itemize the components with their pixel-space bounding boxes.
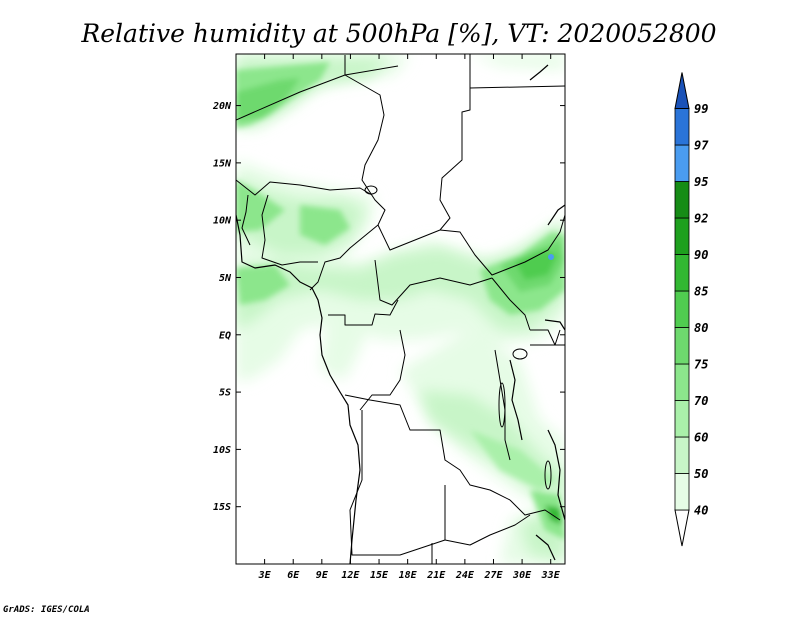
coastline xyxy=(236,64,565,564)
country-borders xyxy=(236,54,565,564)
longitude-axis: 3E 6E 9E 12E 15E 18E 21E 24E 27E 30E 33E xyxy=(258,54,561,581)
lakes xyxy=(364,185,552,490)
colorbar-level-label: 75 xyxy=(694,358,708,372)
map-panel: 20N 15N 10N 5N EQ 5S 10S 15S 3E 6E 9E 12E 15E 18E 21E… xyxy=(212,53,566,581)
colorbar: 40 50 60 70 75 80 85 90 92 95 97 99 xyxy=(674,72,709,547)
humidity-max-spot xyxy=(548,254,554,260)
chart-title: Relative humidity at 500hPa [%], VT: 202… xyxy=(80,19,716,48)
colorbar-swatch xyxy=(674,436,690,474)
colorbar-level-label: 99 xyxy=(694,102,708,116)
colorbar-level-label: 97 xyxy=(694,139,709,153)
lat-tick-label: 10N xyxy=(213,216,232,227)
lat-tick-label: 20N xyxy=(212,101,232,112)
colorbar-upper-arrow xyxy=(674,72,690,109)
lon-tick-label: 33E xyxy=(541,570,561,581)
colorbar-level-label: 85 xyxy=(694,285,708,299)
colorbar-level-label: 60 xyxy=(694,431,708,445)
colorbar-level-label: 70 xyxy=(694,394,708,408)
colorbar-level-label: 90 xyxy=(694,248,708,262)
colorbar-level-label: 50 xyxy=(694,467,708,481)
lake-chad xyxy=(364,185,378,195)
lat-tick-label: EQ xyxy=(219,330,231,341)
latitude-axis: 20N 15N 10N 5N EQ 5S 10S 15S xyxy=(212,101,565,513)
lon-tick-label: 15E xyxy=(370,570,389,581)
colorbar-level-label: 95 xyxy=(694,175,708,189)
lat-tick-label: 10S xyxy=(213,445,231,456)
colorbar-swatch xyxy=(674,144,690,182)
lon-tick-label: 24E xyxy=(455,570,475,581)
colorbar-lower-arrow xyxy=(674,509,690,547)
lon-tick-label: 12E xyxy=(341,570,360,581)
lon-tick-label: 27E xyxy=(483,570,503,581)
lon-tick-label: 18E xyxy=(399,570,418,581)
colorbar-swatch xyxy=(674,363,690,401)
lake-victoria xyxy=(512,348,528,360)
colorbar-swatch xyxy=(674,290,690,328)
colorbar-level-label: 92 xyxy=(694,212,708,226)
lat-tick-label: 5N xyxy=(219,273,232,284)
map-frame xyxy=(235,53,566,565)
humidity-field xyxy=(236,54,565,564)
colorbar-swatch xyxy=(674,400,690,438)
lon-tick-label: 30E xyxy=(512,570,532,581)
lon-tick-label: 3E xyxy=(258,570,272,581)
lon-tick-label: 6E xyxy=(287,570,300,581)
lon-tick-label: 21E xyxy=(426,570,446,581)
grads-credit: GrADS: IGES/COLA xyxy=(3,605,90,615)
lat-tick-label: 15S xyxy=(213,502,231,513)
colorbar-swatch xyxy=(674,108,690,146)
lat-tick-label: 15N xyxy=(213,158,232,169)
colorbar-swatch xyxy=(674,473,690,511)
lake-malawi xyxy=(544,460,552,490)
colorbar-swatch xyxy=(674,217,690,255)
colorbar-level-label: 40 xyxy=(694,504,708,518)
colorbar-swatch xyxy=(674,254,690,292)
colorbar-level-label: 80 xyxy=(694,321,708,335)
lake-tanganyika xyxy=(498,382,506,428)
colorbar-swatch xyxy=(674,181,690,219)
colorbar-swatch xyxy=(674,327,690,365)
lon-tick-label: 9E xyxy=(316,570,329,581)
lat-tick-label: 5S xyxy=(219,388,231,399)
